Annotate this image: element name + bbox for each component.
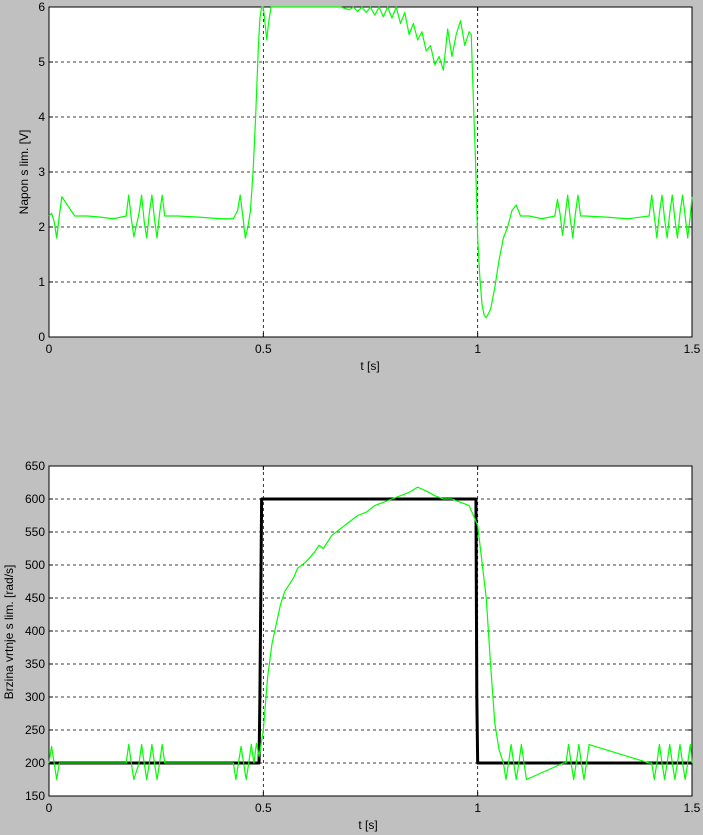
- speed-y-tick-label-0: 150: [25, 789, 45, 803]
- voltage-y-axis-label: Napon s lim. [V]: [17, 130, 31, 215]
- voltage-series: [48, 6, 693, 319]
- speed-y-tick-label-7: 500: [25, 558, 45, 572]
- voltage-x-tick-label-1: 0.5: [255, 342, 272, 356]
- voltage-x-tick-label-2: 1: [474, 342, 481, 356]
- speed-x-tick-label-3: 1.5: [684, 801, 701, 815]
- speed-y-axis-label: Brzina vrtnje s lim. [rad/s]: [2, 565, 16, 700]
- voltage-x-tick-label-0: 0: [46, 342, 53, 356]
- speed-ticks: 150 200 250 300 350 400 450 500 550 600 650 0 0.5 1 1.…: [25, 459, 701, 815]
- speed-speed-line: [48, 486, 693, 781]
- voltage-x-axis-label: t [s]: [360, 359, 379, 373]
- speed-y-tick-label-6: 450: [25, 591, 45, 605]
- voltage-grid: [49, 7, 692, 337]
- speed-y-tick-label-1: 200: [25, 756, 45, 770]
- speed-y-tick-label-9: 600: [25, 492, 45, 506]
- voltage-voltage-line: [48, 6, 693, 319]
- speed-plot: 150 200 250 300 350 400 450 500 550 600 650 0 0.5 1 1.…: [2, 459, 701, 832]
- speed-x-tick-label-0: 0: [46, 801, 53, 815]
- speed-x-tick-label-1: 0.5: [255, 801, 272, 815]
- voltage-y-tick-label-3: 3: [38, 165, 45, 179]
- speed-y-tick-label-4: 350: [25, 657, 45, 671]
- voltage-y-tick-label-0: 0: [38, 330, 45, 344]
- speed-reference-line: [49, 497, 692, 765]
- voltage-y-tick-label-1: 1: [38, 275, 45, 289]
- voltage-y-tick-label-4: 4: [38, 110, 45, 124]
- speed-y-tick-label-8: 550: [25, 525, 45, 539]
- speed-y-tick-label-3: 300: [25, 690, 45, 704]
- voltage-plot: 0 1 2 3 4 5 6 0 0.5 1 1.5 t [s] Napon s lim. [V]: [17, 0, 701, 373]
- voltage-y-tick-label-2: 2: [38, 220, 45, 234]
- speed-y-tick-label-10: 650: [25, 459, 45, 473]
- speed-y-tick-label-2: 250: [25, 723, 45, 737]
- speed-x-axis-label: t [s]: [358, 818, 377, 832]
- voltage-y-tick-label-6: 6: [38, 0, 45, 14]
- speed-y-tick-label-5: 400: [25, 624, 45, 638]
- voltage-x-tick-label-3: 1.5: [684, 342, 701, 356]
- speed-series: [48, 486, 693, 781]
- voltage-y-tick-label-5: 5: [38, 55, 45, 69]
- speed-x-tick-label-2: 1: [474, 801, 481, 815]
